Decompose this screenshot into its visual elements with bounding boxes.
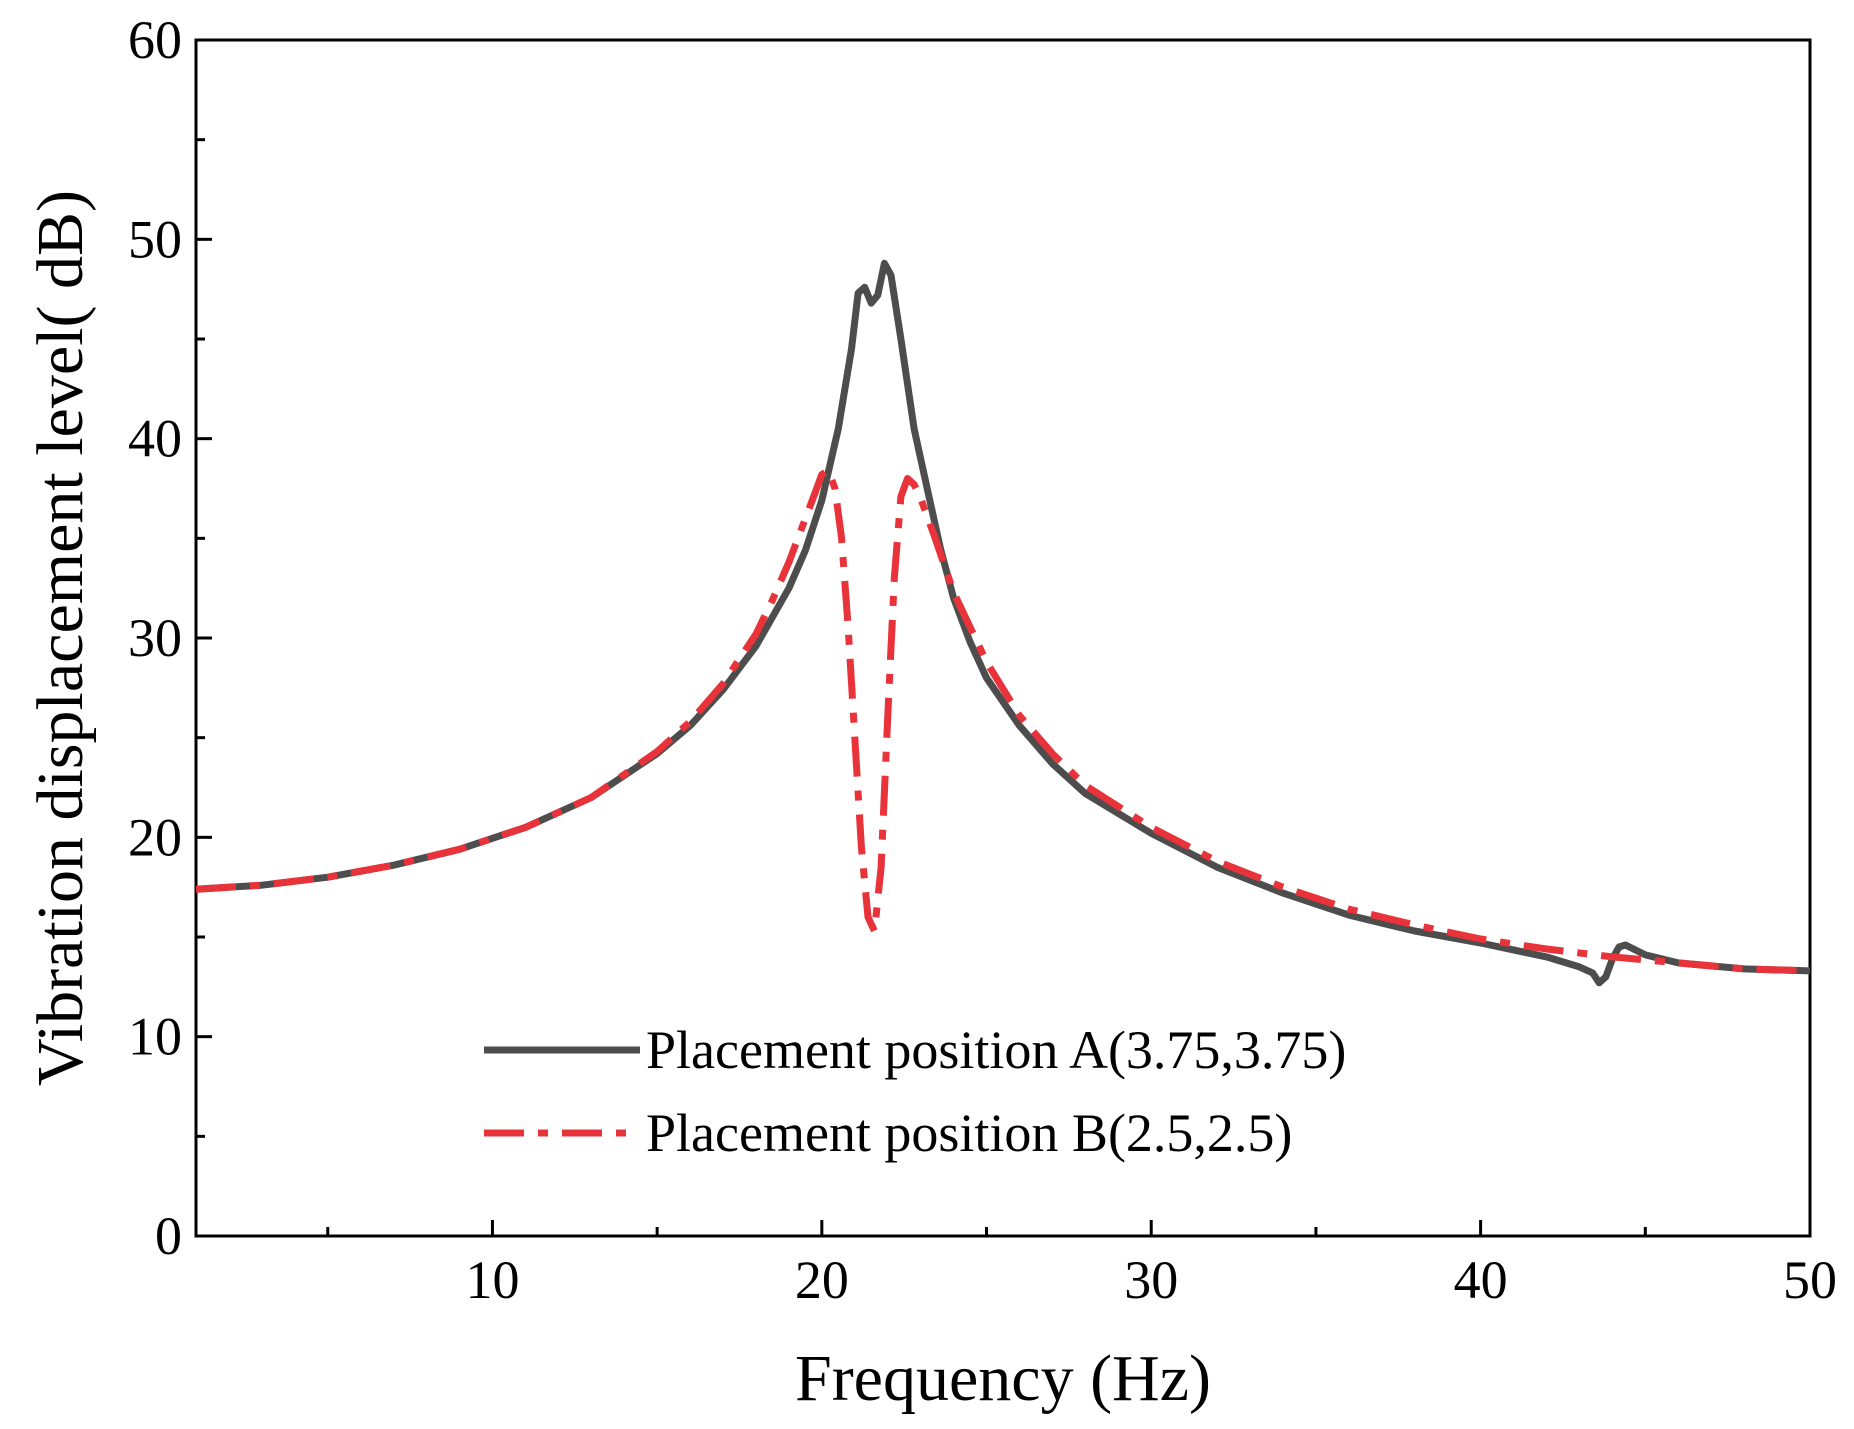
y-tick-label-10: 10 bbox=[128, 1007, 182, 1067]
x-axis-title: Frequency (Hz) bbox=[795, 1342, 1211, 1415]
series-line-b bbox=[195, 467, 1811, 975]
y-axis-title: Vibration displacement level( dB) bbox=[24, 190, 97, 1086]
x-tick-label-20: 20 bbox=[795, 1250, 849, 1310]
y-tick-label-0: 0 bbox=[155, 1206, 182, 1266]
y-tick-label-20: 20 bbox=[128, 807, 182, 867]
legend-label-series-a: Placement position A(3.75,3.75) bbox=[646, 1020, 1346, 1080]
y-axis-ticks bbox=[196, 38, 212, 1238]
x-tick-label-30: 30 bbox=[1124, 1250, 1178, 1310]
x-axis-tick-labels: 10 20 30 40 50 bbox=[465, 1250, 1837, 1310]
series-layer bbox=[195, 259, 1811, 987]
y-tick-label-50: 50 bbox=[128, 209, 182, 269]
y-tick-label-30: 30 bbox=[128, 608, 182, 668]
y-tick-label-40: 40 bbox=[128, 409, 182, 469]
x-tick-label-40: 40 bbox=[1454, 1250, 1508, 1310]
y-tick-label-60: 60 bbox=[128, 10, 182, 70]
x-tick-label-50: 50 bbox=[1783, 1250, 1837, 1310]
series-line-a bbox=[195, 259, 1811, 987]
x-tick-label-10: 10 bbox=[465, 1250, 519, 1310]
legend-label-series-b: Placement position B(2.5,2.5) bbox=[646, 1103, 1292, 1163]
legend: Placement position A(3.75,3.75) Placemen… bbox=[484, 1020, 1346, 1163]
x-axis-ticks bbox=[326, 1220, 1812, 1236]
y-axis-tick-labels: 0 10 20 30 40 50 60 bbox=[128, 10, 182, 1266]
